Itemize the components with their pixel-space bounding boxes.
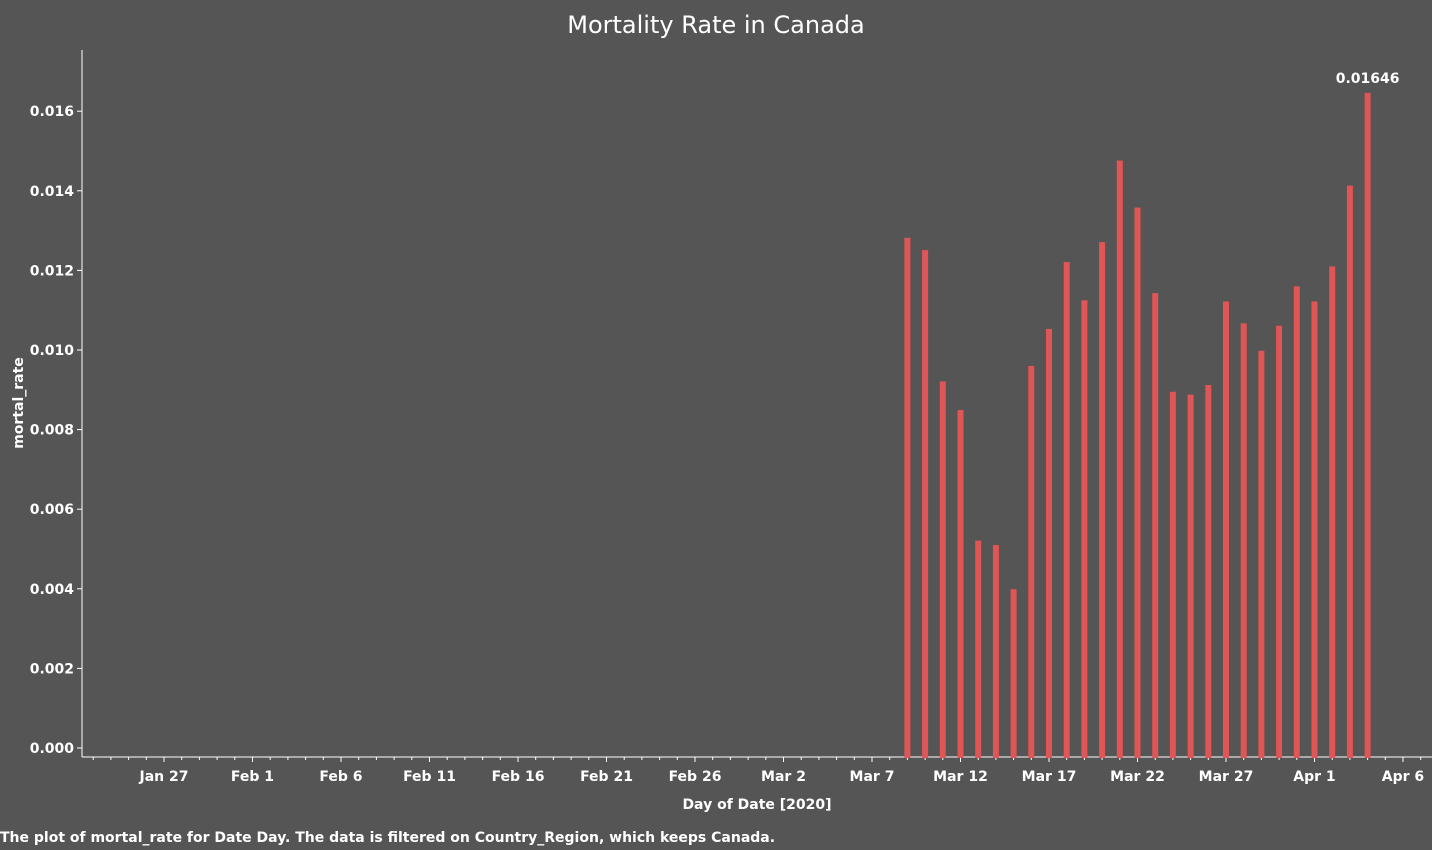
- x-tick-label: Feb 21: [580, 769, 633, 785]
- bar: [1364, 92, 1371, 759]
- bar: [992, 545, 999, 758]
- y-tick-label: 0.000: [30, 741, 75, 757]
- chart-title: Mortality Rate in Canada: [567, 11, 864, 39]
- x-tick-label: Mar 2: [761, 769, 806, 785]
- bar: [1152, 293, 1159, 758]
- bar: [1205, 385, 1212, 758]
- bar: [1223, 301, 1229, 758]
- x-tick-label: Mar 7: [850, 769, 895, 785]
- x-tick-label: Feb 1: [231, 769, 274, 785]
- bar: [1258, 350, 1265, 758]
- y-tick-label: 0.014: [30, 184, 75, 200]
- x-axis: Jan 27 Feb 1 Feb 6 Feb 11 Feb 16 Feb 21 Feb 26…: [82, 756, 1432, 785]
- y-axis-title: mortal_rate: [11, 357, 27, 449]
- bar: [1063, 262, 1070, 758]
- x-tick-label: Feb 26: [669, 769, 722, 785]
- x-tick-label: Mar 17: [1022, 769, 1077, 785]
- bar: [1311, 301, 1318, 758]
- bar: [1346, 185, 1353, 759]
- bar: [1099, 242, 1106, 759]
- bar: [1276, 325, 1283, 758]
- x-tick-label: Mar 27: [1199, 769, 1254, 785]
- x-tick-label: Jan 27: [139, 769, 189, 785]
- data-labels: 0.01646: [1336, 71, 1400, 87]
- y-tick-label: 0.008: [30, 423, 74, 439]
- bar: [1187, 394, 1194, 758]
- data-label: 0.01646: [1336, 71, 1400, 87]
- y-tick-label: 0.012: [30, 263, 74, 279]
- x-tick-label: Apr 1: [1293, 769, 1335, 785]
- bar: [939, 381, 946, 758]
- y-tick-label: 0.016: [30, 104, 74, 120]
- bar: [1293, 286, 1300, 758]
- x-axis-title: Day of Date [2020]: [682, 797, 831, 813]
- bar: [1169, 391, 1176, 758]
- bar: [1010, 589, 1017, 758]
- x-tick-label: Mar 22: [1110, 769, 1165, 785]
- y-axis: 0.000 0.002 0.004 0.006 0.008 0.010 0.012 0.014…: [30, 50, 83, 757]
- y-tick-label: 0.010: [30, 343, 75, 359]
- y-tick-label: 0.004: [30, 582, 75, 598]
- x-tick-label: Feb 6: [319, 769, 362, 785]
- bar: [1046, 328, 1052, 758]
- x-tick-label: Apr 6: [1382, 769, 1424, 785]
- bar: [922, 250, 929, 759]
- bar: [957, 410, 964, 758]
- bar: [1134, 207, 1141, 759]
- bar: [1240, 323, 1247, 758]
- bar: [975, 540, 982, 758]
- chart-caption: The plot of mortal_rate for Date Day. Th…: [0, 830, 776, 846]
- bar: [1116, 160, 1123, 758]
- y-tick-label: 0.002: [30, 661, 74, 677]
- bar: [1028, 365, 1035, 758]
- x-tick-label: Feb 16: [492, 769, 545, 785]
- y-tick-label: 0.006: [30, 502, 74, 518]
- bar-series: [904, 92, 1371, 759]
- x-tick-label: Feb 11: [403, 769, 456, 785]
- bar: [1329, 266, 1336, 758]
- bar: [904, 237, 911, 758]
- bar: [1081, 300, 1088, 758]
- x-tick-label: Mar 12: [933, 769, 988, 785]
